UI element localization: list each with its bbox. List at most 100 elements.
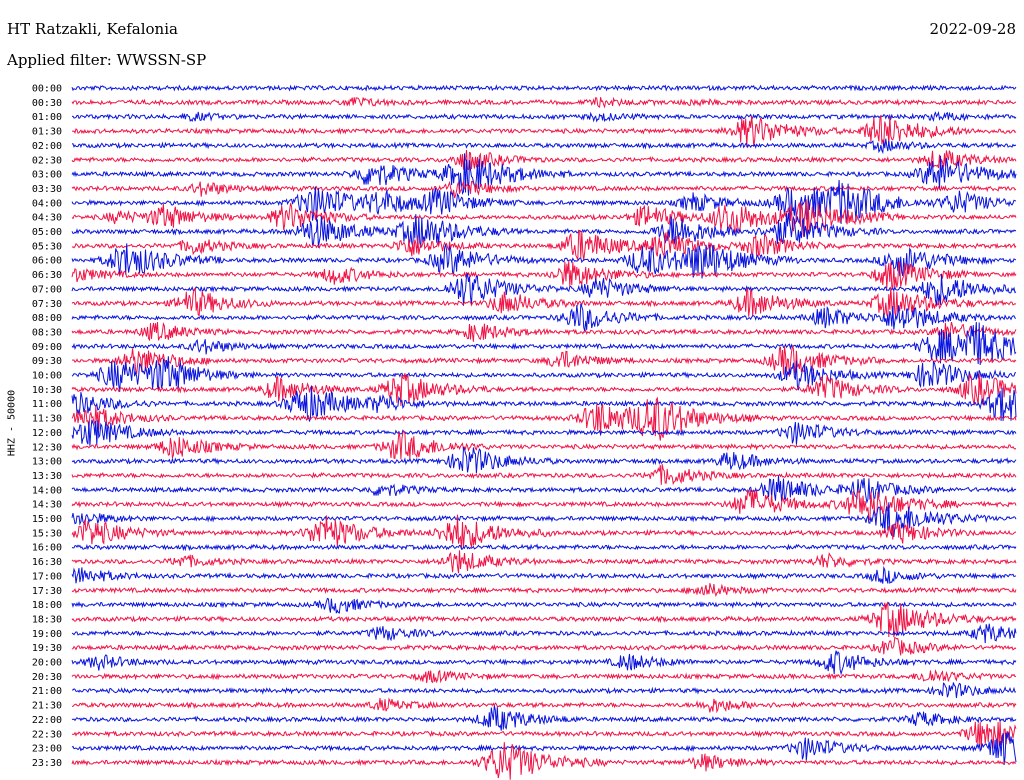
seismic-trace-line bbox=[71, 179, 1017, 199]
time-tick-label: 07:30 bbox=[32, 299, 62, 310]
seismic-trace-line bbox=[71, 344, 1017, 377]
seismic-trace-line bbox=[71, 543, 1017, 552]
time-tick-label: 11:00 bbox=[32, 399, 62, 410]
seismic-trace-line bbox=[71, 502, 1017, 538]
time-tick-label: 19:00 bbox=[32, 629, 62, 640]
time-tick-label: 03:30 bbox=[32, 184, 62, 195]
time-tick-label: 20:30 bbox=[32, 672, 62, 683]
time-tick-label: 00:30 bbox=[32, 98, 62, 109]
seismic-trace-line bbox=[71, 153, 1017, 196]
time-tick-label: 08:30 bbox=[32, 327, 62, 338]
seismic-trace-line bbox=[71, 650, 1017, 676]
time-tick-label: 05:30 bbox=[32, 241, 62, 252]
time-tick-label: 14:00 bbox=[32, 485, 62, 496]
seismic-trace-line bbox=[71, 446, 1017, 474]
time-tick-label: 14:30 bbox=[32, 500, 62, 511]
time-tick-label: 13:00 bbox=[32, 457, 62, 468]
seismic-trace-line bbox=[71, 565, 1017, 585]
time-tick-label: 21:00 bbox=[32, 686, 62, 697]
time-tick-label: 16:00 bbox=[32, 543, 62, 554]
time-tick-label: 01:30 bbox=[32, 127, 62, 138]
seismic-trace-line bbox=[71, 260, 1017, 290]
time-tick-label: 23:00 bbox=[32, 744, 62, 755]
time-tick-label: 17:30 bbox=[32, 586, 62, 597]
seismic-trace-line bbox=[72, 682, 1017, 699]
seismic-trace-line bbox=[71, 114, 1017, 148]
time-tick-label: 06:30 bbox=[32, 270, 62, 281]
seismic-trace-line bbox=[71, 430, 1017, 460]
time-tick-label: 17:00 bbox=[32, 571, 62, 582]
time-tick-label: 07:00 bbox=[32, 284, 62, 295]
seismic-trace-line bbox=[71, 212, 1017, 249]
time-tick-label: 01:00 bbox=[32, 112, 62, 123]
time-tick-label: 09:00 bbox=[32, 342, 62, 353]
seismic-trace-line bbox=[71, 721, 1017, 751]
seismic-trace-line bbox=[71, 697, 1017, 714]
time-tick-label: 00:00 bbox=[32, 84, 62, 95]
time-tick-label: 10:00 bbox=[32, 371, 62, 382]
time-tick-label: 16:30 bbox=[32, 557, 62, 568]
seismic-trace-line bbox=[71, 488, 1017, 521]
time-tick-label: 04:00 bbox=[32, 198, 62, 209]
seismic-trace-line bbox=[71, 243, 1017, 279]
seismic-trace-line bbox=[71, 138, 1017, 155]
seismic-trace-line bbox=[71, 464, 1017, 486]
seismic-trace-line bbox=[71, 623, 1017, 644]
filter-label: Applied filter: WWSSN-SP bbox=[7, 51, 207, 69]
time-tick-label: 15:00 bbox=[32, 514, 62, 525]
time-tick-label: 19:30 bbox=[32, 643, 62, 654]
time-tick-label: 15:30 bbox=[32, 528, 62, 539]
time-tick-label: 05:00 bbox=[32, 227, 62, 238]
seismic-trace-line bbox=[71, 385, 1017, 422]
time-tick-label: 03:00 bbox=[32, 170, 62, 181]
seismic-trace-line bbox=[71, 321, 1017, 366]
seismic-trace-line bbox=[71, 84, 1017, 92]
time-tick-label: 21:30 bbox=[32, 701, 62, 712]
seismic-trace-line bbox=[71, 636, 1017, 656]
seismic-trace-line bbox=[71, 199, 1017, 238]
time-tick-label: 13:30 bbox=[32, 471, 62, 482]
time-tick-label: 10:30 bbox=[32, 385, 62, 396]
time-tick-label: 18:30 bbox=[32, 614, 62, 625]
seismic-trace-line bbox=[71, 229, 1017, 261]
seismic-trace-line bbox=[71, 396, 1017, 441]
seismic-trace-line bbox=[71, 303, 1017, 332]
time-tick-label: 12:00 bbox=[32, 428, 62, 439]
time-tick-label: 02:30 bbox=[32, 155, 62, 166]
time-tick-label: 23:30 bbox=[32, 758, 62, 769]
seismic-trace-line bbox=[71, 356, 1017, 392]
time-tick-label: 20:00 bbox=[32, 658, 62, 669]
time-tick-label: 09:30 bbox=[32, 356, 62, 367]
seismic-trace-line bbox=[71, 514, 1017, 550]
time-tick-label: 22:00 bbox=[32, 715, 62, 726]
seismic-trace-line bbox=[71, 597, 1017, 614]
seismic-trace-line bbox=[71, 705, 1017, 731]
seismic-trace-line bbox=[71, 286, 1017, 319]
seismic-trace-line bbox=[71, 475, 1017, 505]
time-tick-label: 12:30 bbox=[32, 442, 62, 453]
seismic-trace-line bbox=[71, 321, 1017, 342]
seismic-trace-line bbox=[71, 742, 1017, 780]
time-tick-label: 11:30 bbox=[32, 414, 62, 425]
time-tick-label: 22:30 bbox=[32, 729, 62, 740]
time-tick-label: 08:00 bbox=[32, 313, 62, 324]
time-tick-label: 02:00 bbox=[32, 141, 62, 152]
seismic-trace-line bbox=[71, 110, 1017, 123]
station-title: HT Ratzakli, Kefalonia bbox=[7, 20, 178, 38]
time-tick-label: 04:30 bbox=[32, 213, 62, 224]
seismic-trace-line bbox=[71, 149, 1017, 171]
seismic-trace-line bbox=[71, 272, 1017, 306]
seismic-trace-line bbox=[71, 372, 1017, 406]
seismic-trace-line bbox=[71, 96, 1017, 109]
seismic-trace-line bbox=[71, 730, 1017, 765]
seismic-trace-line bbox=[71, 179, 1017, 225]
time-tick-label: 18:00 bbox=[32, 600, 62, 611]
seismic-trace-line bbox=[71, 668, 1017, 684]
seismic-trace-line bbox=[71, 419, 1017, 446]
seismic-trace-line bbox=[71, 601, 1017, 638]
seismic-trace-line bbox=[71, 550, 1017, 574]
date-label: 2022-09-28 bbox=[929, 20, 1016, 38]
seismic-trace-line bbox=[71, 583, 1017, 598]
time-tick-label: 06:00 bbox=[32, 256, 62, 267]
